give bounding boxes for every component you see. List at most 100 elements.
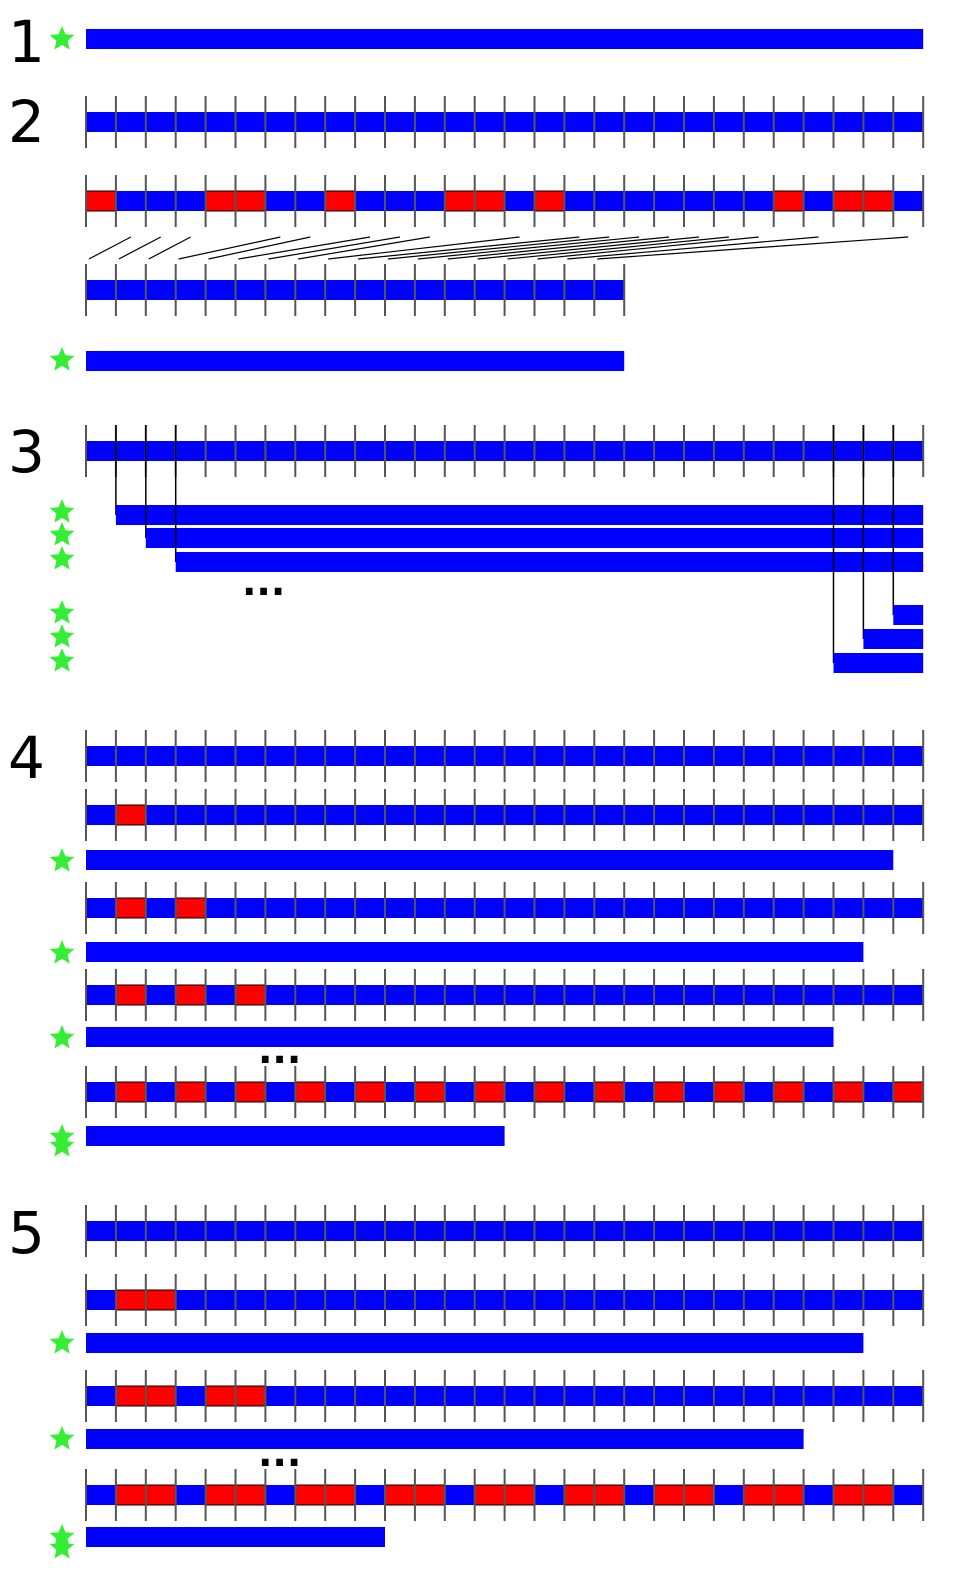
mutated-segment [115, 1289, 147, 1311]
mutated-segment [205, 190, 237, 212]
mutated-segment [205, 1484, 237, 1506]
diagram-shapes [49, 26, 925, 1559]
failure-star-icon [49, 1133, 75, 1157]
mutated-segment [384, 1484, 416, 1506]
mutated-segment [534, 190, 565, 212]
mutated-segment [833, 1081, 864, 1103]
mutated-segment [773, 1081, 805, 1103]
failure-star-icon [49, 1535, 75, 1559]
original-input-bar [86, 29, 924, 49]
mutated-segment [145, 1385, 177, 1407]
suffix-bar [115, 505, 924, 525]
mutated-segment [115, 804, 147, 826]
mapping-line [118, 236, 162, 260]
reduced-input-bar [86, 850, 894, 870]
mutated-segment [294, 1081, 326, 1103]
mutated-segment [862, 1484, 894, 1506]
mutated-segment [145, 1289, 177, 1311]
mutated-segment [205, 1385, 237, 1407]
mapping-line [88, 236, 132, 260]
reduced-input-bar [86, 942, 864, 962]
reduced-input-bar [86, 1126, 505, 1146]
mutated-segment [324, 1484, 356, 1506]
panel-label-2: 2 [8, 88, 45, 156]
panel-label-3: 3 [8, 418, 45, 486]
mutated-segment [833, 1484, 864, 1506]
mutated-segment [683, 1484, 715, 1506]
mutated-segment [534, 1081, 565, 1103]
mutated-segment [85, 190, 117, 212]
mutated-segment [892, 1081, 924, 1103]
failure-star-icon [49, 1025, 75, 1049]
mutated-segment [504, 1484, 536, 1506]
mutated-segment [235, 190, 266, 212]
mutated-segment [235, 1385, 266, 1407]
mutated-segment [593, 1484, 625, 1506]
mutated-segment [175, 1081, 207, 1103]
failure-star-icon [49, 347, 75, 371]
mutated-segment [175, 897, 207, 919]
mutated-segment [115, 984, 147, 1006]
mutated-segment [235, 984, 266, 1006]
failure-star-icon [49, 600, 75, 624]
mutated-segment [444, 190, 476, 212]
suffix-bar [175, 552, 924, 572]
mapping-line [447, 236, 670, 260]
mutated-segment [354, 1081, 386, 1103]
mutated-segment [414, 1081, 446, 1103]
failure-star-icon [49, 940, 75, 964]
suffix-bar [833, 653, 924, 673]
mapping-line [357, 236, 580, 260]
mutated-segment [145, 1484, 177, 1506]
failure-star-icon [49, 499, 75, 523]
mutated-segment [115, 1081, 147, 1103]
mutated-segment [235, 1484, 266, 1506]
mapping-line [238, 236, 371, 260]
failure-star-icon [49, 546, 75, 570]
mapping-line [208, 236, 311, 260]
mapping-line [597, 236, 909, 260]
failure-star-icon [49, 648, 75, 672]
mutated-segment [235, 1081, 266, 1103]
mapping-line [567, 236, 819, 260]
reduced-input-bar [86, 1527, 385, 1547]
mutated-segment [474, 1484, 506, 1506]
mapping-line [507, 236, 729, 260]
failure-star-icon [49, 1426, 75, 1450]
mutated-segment [175, 984, 207, 1006]
mutated-segment [474, 1081, 506, 1103]
mapping-line [417, 236, 640, 260]
mutated-segment [833, 190, 864, 212]
mapping-line [148, 236, 191, 260]
failure-star-icon [49, 1330, 75, 1354]
mapping-line [298, 236, 430, 260]
mutated-segment [862, 190, 894, 212]
mutated-segment [294, 1484, 326, 1506]
suffix-bar [893, 605, 924, 625]
mapping-line [178, 236, 281, 260]
failure-star-icon [49, 26, 75, 50]
mutated-segment [414, 1484, 446, 1506]
reduced-input-bar [86, 351, 625, 371]
mutated-segment [653, 1081, 685, 1103]
mapping-line [328, 236, 520, 260]
reduced-input-bar [86, 1333, 864, 1353]
panel-label-4: 4 [8, 724, 45, 792]
mapping-line [387, 236, 610, 260]
mutated-segment [773, 1484, 805, 1506]
suffix-bar [863, 629, 924, 649]
mutated-segment [713, 1081, 745, 1103]
mutated-segment [743, 1484, 775, 1506]
failure-star-icon [49, 624, 75, 648]
mutated-segment [115, 1484, 147, 1506]
mutated-segment [324, 190, 356, 212]
mutated-segment [474, 190, 506, 212]
panel-label-5: 5 [8, 1199, 45, 1267]
mutated-segment [773, 190, 805, 212]
reduced-input-bar [86, 1027, 834, 1047]
mapping-line [477, 236, 700, 260]
panel-label-1: 1 [8, 8, 45, 76]
mutated-segment [115, 1385, 147, 1407]
mapping-line [268, 236, 401, 260]
